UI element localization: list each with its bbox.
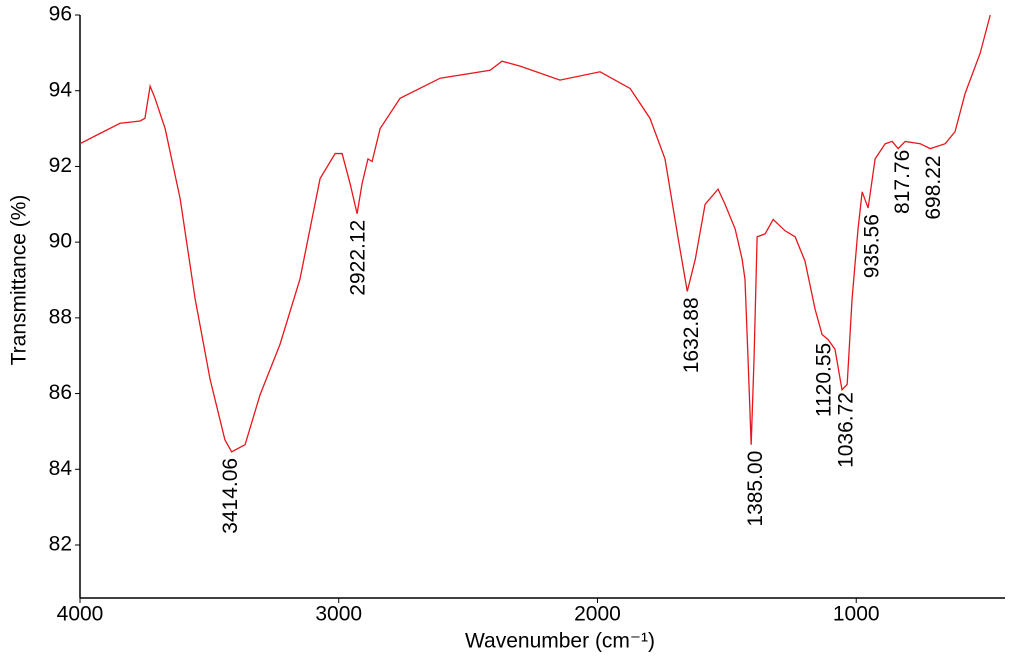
x-axis-title: Wavenumber (cm⁻¹) (465, 630, 655, 653)
y-tick-label: 82 (49, 533, 72, 556)
spectrum-line (79, 14, 991, 453)
x-tick-label: 3000 (315, 603, 362, 626)
peak-label: 2922.12 (346, 220, 369, 296)
peak-label: 817.76 (891, 150, 914, 214)
x-tick-label: 4000 (57, 603, 104, 626)
peak-label: 3414.06 (219, 458, 242, 534)
peak-label: 1036.72 (834, 392, 857, 468)
y-tick-label: 84 (49, 457, 73, 480)
x-tick-label: 1000 (833, 603, 880, 626)
y-axis-title: Transmittance (%) (8, 195, 31, 366)
peak-label: 1120.55 (813, 343, 836, 417)
y-tick-label: 86 (49, 381, 72, 404)
y-tick-label: 94 (49, 78, 73, 101)
peak-label: 1632.88 (680, 297, 703, 373)
y-tick-label: 88 (49, 305, 72, 328)
y-tick-label: 92 (49, 154, 72, 177)
x-tick-label: 2000 (574, 603, 621, 626)
peak-label: 935.56 (860, 214, 883, 278)
peak-label: 1385.00 (744, 451, 767, 527)
y-tick-label: 96 (49, 3, 72, 26)
y-tick-label: 90 (49, 230, 72, 253)
peak-label: 698.22 (922, 155, 945, 219)
